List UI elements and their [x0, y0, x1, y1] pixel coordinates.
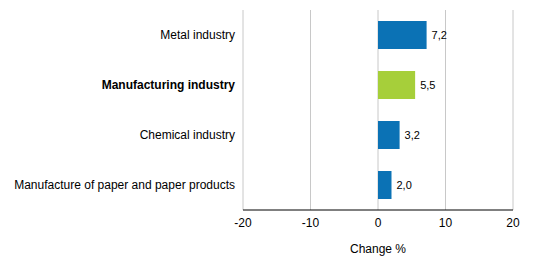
svg-text:-10: -10 [302, 216, 320, 230]
svg-text:Change %: Change % [350, 242, 406, 256]
svg-text:3,2: 3,2 [405, 129, 420, 141]
svg-text:Manufacturing industry: Manufacturing industry [102, 78, 236, 92]
svg-text:Metal industry: Metal industry [160, 28, 235, 42]
svg-text:-20: -20 [234, 216, 252, 230]
svg-text:20: 20 [506, 216, 520, 230]
svg-text:Chemical industry: Chemical industry [140, 128, 235, 142]
svg-text:7,2: 7,2 [432, 29, 447, 41]
svg-text:2,0: 2,0 [397, 179, 412, 191]
svg-text:5,5: 5,5 [420, 79, 435, 91]
svg-text:10: 10 [439, 216, 453, 230]
svg-text:0: 0 [375, 216, 382, 230]
svg-text:Manufacture of paper and paper: Manufacture of paper and paper products [14, 178, 235, 192]
